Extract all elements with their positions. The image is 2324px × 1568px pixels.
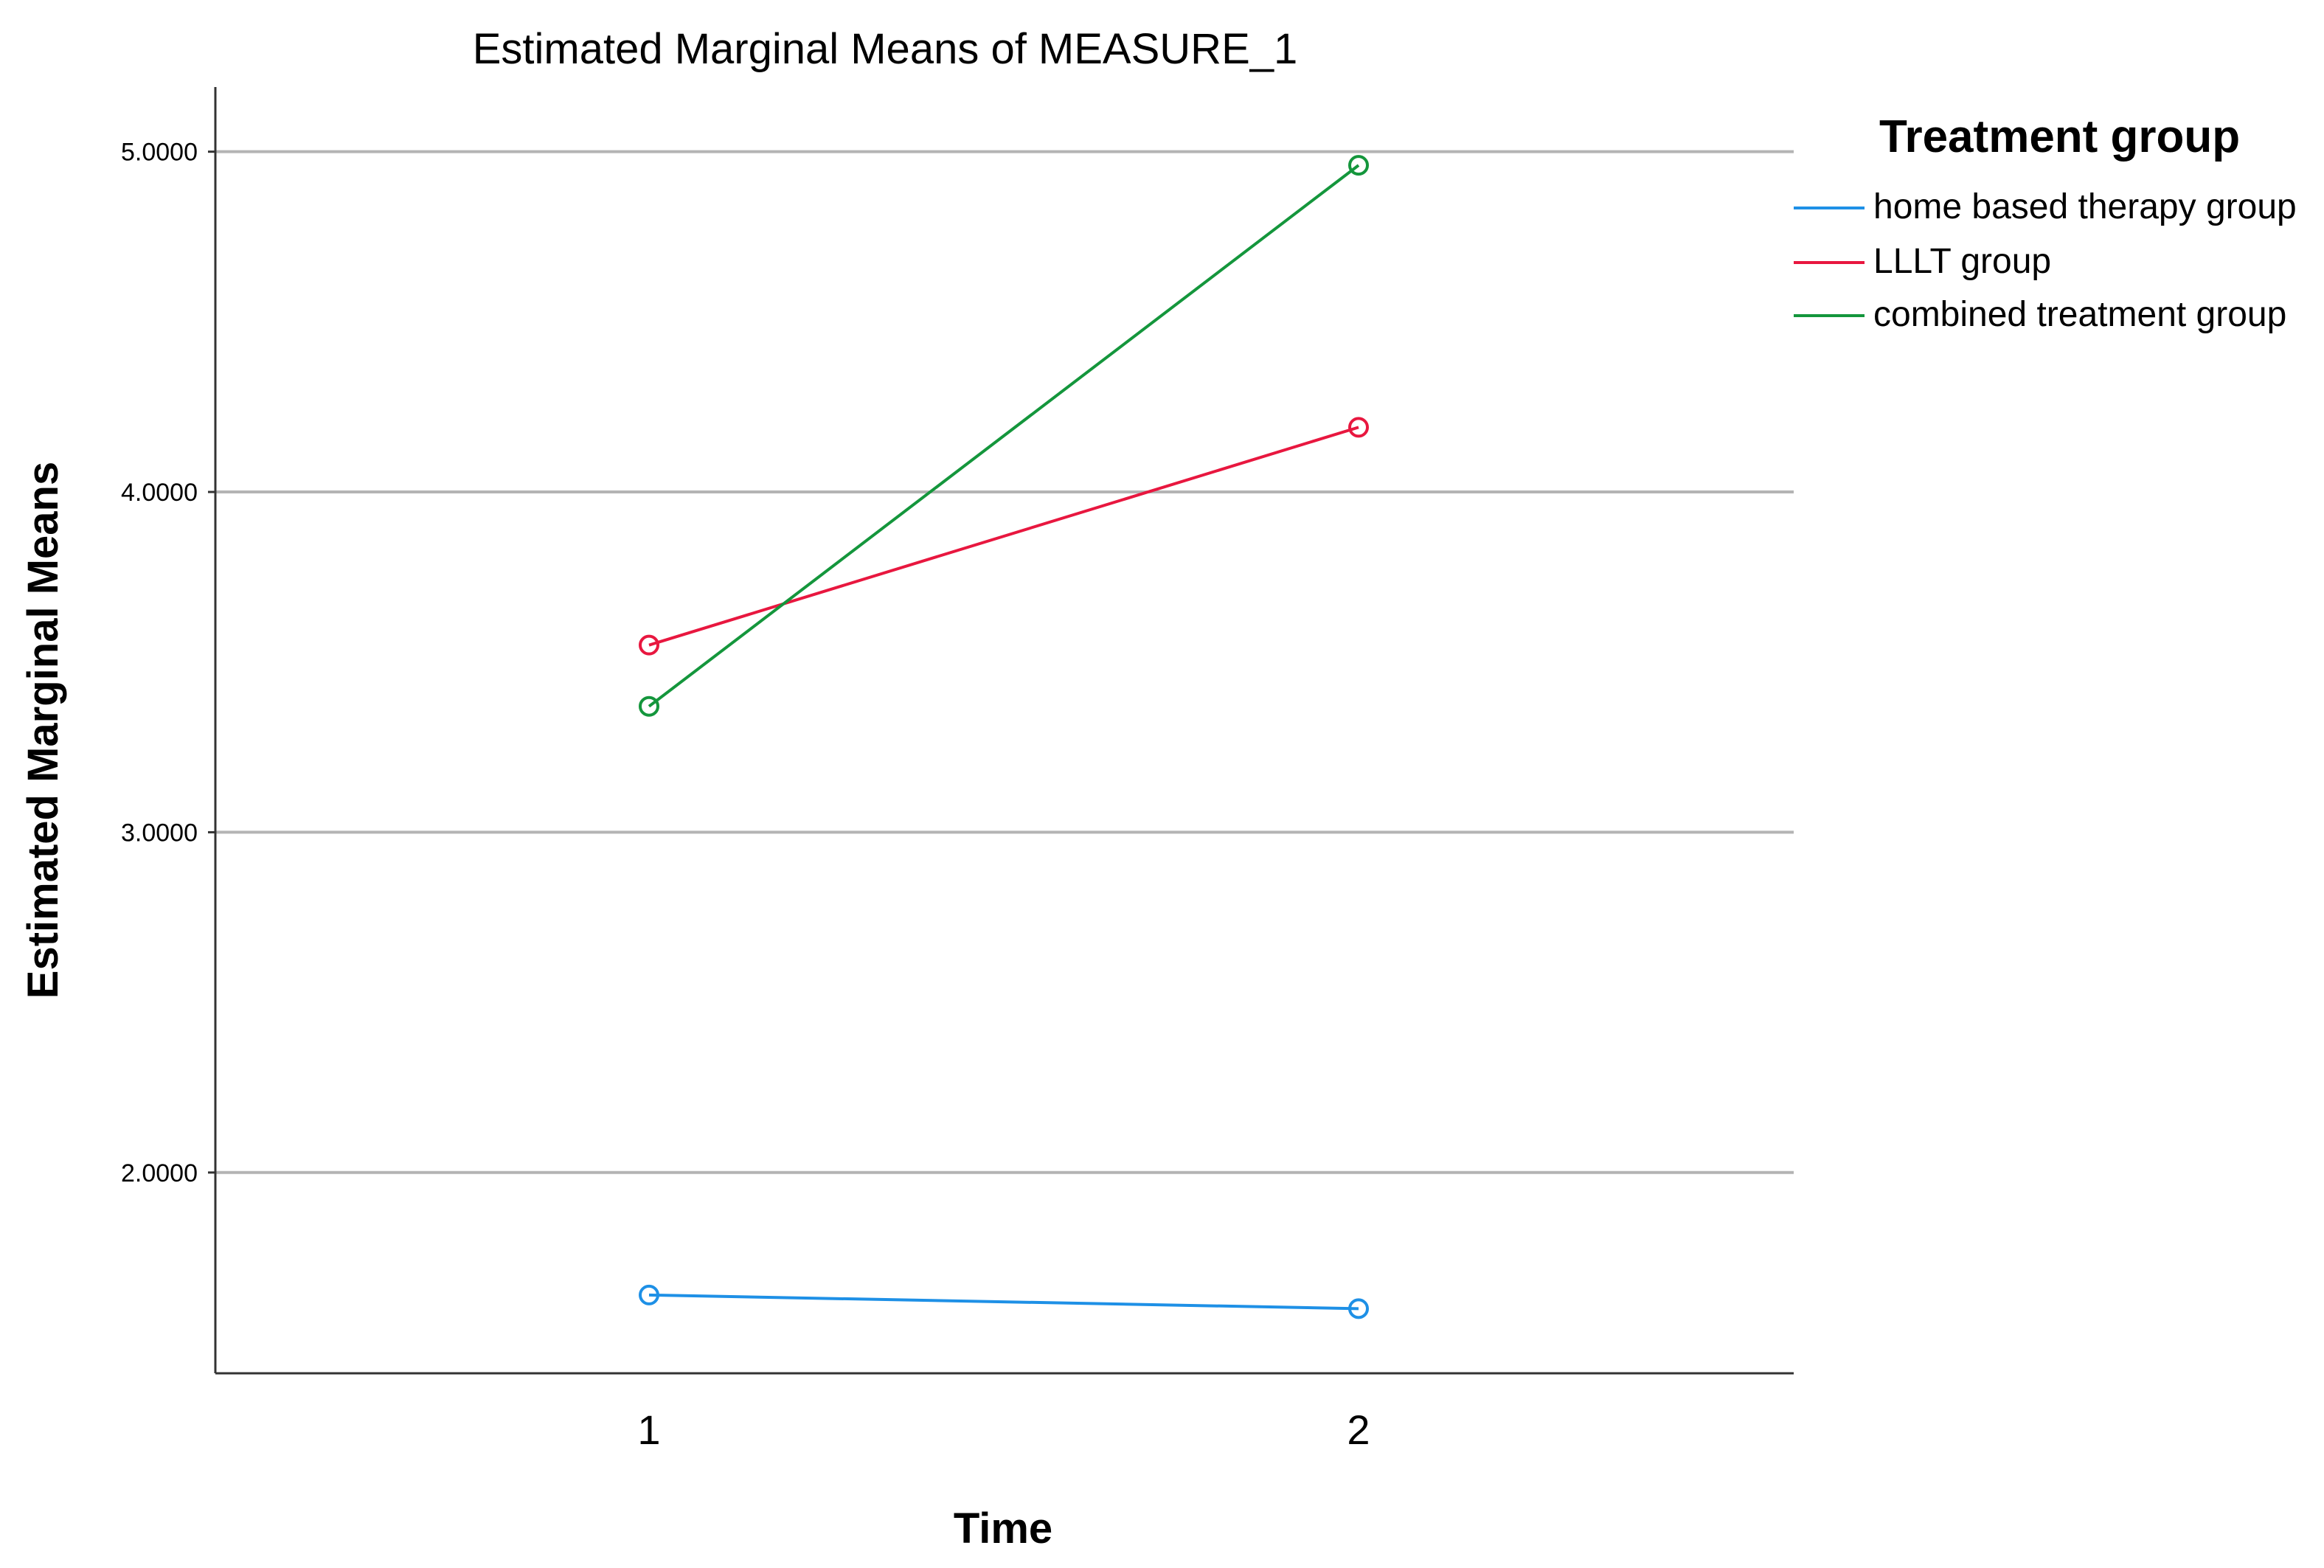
y-axis-title: Estimated Marginal Means bbox=[19, 462, 67, 999]
legend-label: home based therapy group bbox=[1873, 187, 2297, 226]
y-tick-label: 4.0000 bbox=[121, 479, 198, 507]
y-tick-label: 2.0000 bbox=[121, 1159, 198, 1187]
x-axis-title: Time bbox=[954, 1505, 1052, 1553]
series-line bbox=[648, 1293, 1359, 1311]
series-layer bbox=[639, 155, 1369, 1319]
series-1 bbox=[639, 417, 1369, 656]
gridlines bbox=[215, 150, 1794, 1174]
chart-title: Estimated Marginal Means of MEASURE_1 bbox=[473, 25, 1298, 73]
data-point bbox=[639, 1284, 659, 1305]
legend-label: combined treatment group bbox=[1873, 295, 2286, 334]
data-point bbox=[639, 634, 659, 656]
y-tick-label: 3.0000 bbox=[121, 819, 198, 847]
data-point bbox=[1348, 417, 1369, 438]
legend-label: LLLT group bbox=[1873, 242, 2051, 281]
series-line bbox=[648, 164, 1360, 708]
x-tick-label: 1 bbox=[637, 1406, 660, 1453]
series-line bbox=[648, 426, 1359, 647]
series-0 bbox=[639, 1284, 1369, 1319]
data-point bbox=[1348, 155, 1369, 176]
y-tick-label: 5.0000 bbox=[121, 139, 198, 167]
x-tick-label: 2 bbox=[1347, 1406, 1370, 1453]
legend-title: Treatment group bbox=[1879, 111, 2240, 162]
series-2 bbox=[639, 155, 1369, 717]
y-tick-labels: 2.0000 3.0000 4.0000 5.0000 bbox=[121, 139, 215, 1187]
data-point bbox=[1348, 1298, 1369, 1319]
legend: Treatment group home based therapy group… bbox=[1794, 111, 2297, 334]
data-point bbox=[639, 695, 659, 717]
